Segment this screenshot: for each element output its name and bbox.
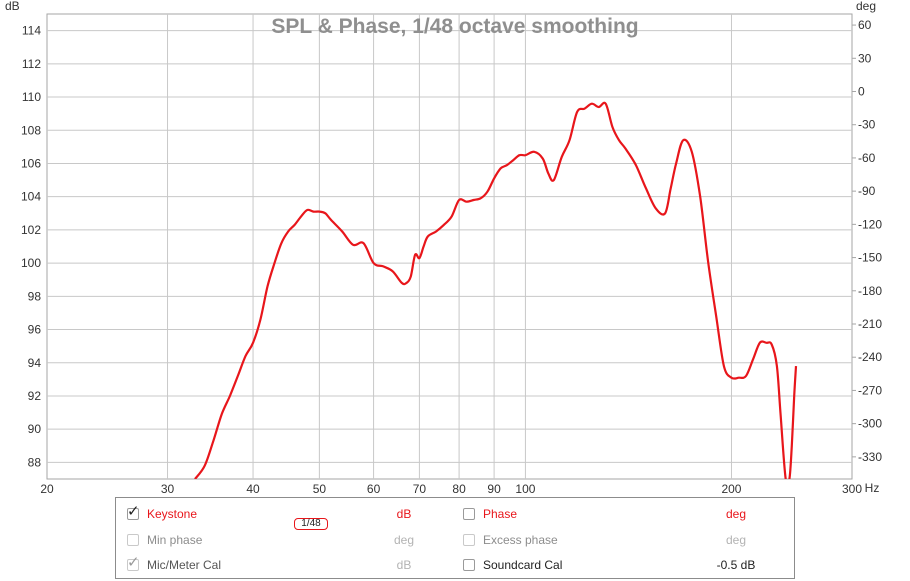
soundcard-cal-checkbox[interactable] bbox=[463, 559, 475, 571]
x-tick-label: 200 bbox=[721, 482, 741, 496]
y-left-tick-label: 102 bbox=[21, 223, 41, 237]
x-tick-label: 300 bbox=[842, 482, 862, 496]
y-left-tick-label: 90 bbox=[28, 422, 42, 436]
keystone-unit: dB bbox=[396, 507, 412, 521]
excess-phase-unit: deg bbox=[725, 533, 747, 547]
legend-row-min-phase: Min phase deg Excess phase deg bbox=[116, 532, 794, 552]
y-right-tick-label: -150 bbox=[858, 251, 882, 265]
min-phase-unit: deg bbox=[393, 533, 415, 547]
spl-phase-chart: 20 30 40 50 60 70 80 90 100 200 300889092949698100… bbox=[5, 0, 882, 496]
y-left-tick-label: 112 bbox=[22, 57, 41, 71]
x-tick-label: 50 bbox=[313, 482, 327, 496]
excess-phase-checkbox[interactable] bbox=[463, 534, 475, 546]
phase-checkbox[interactable] bbox=[463, 508, 475, 520]
series-line-keystone bbox=[194, 101, 798, 479]
y-right-tick-label: -300 bbox=[858, 417, 882, 431]
y-left-tick-label: 110 bbox=[22, 90, 41, 104]
y-left-tick-label: 94 bbox=[28, 356, 42, 370]
y-left-tick-label: 108 bbox=[21, 123, 41, 137]
y-left-tick-label: 100 bbox=[21, 256, 41, 270]
series-layer bbox=[194, 101, 798, 479]
y-right-tick-label: 30 bbox=[858, 51, 872, 65]
y-left-tick-label: 92 bbox=[28, 389, 42, 403]
y-right-tick-label: 60 bbox=[858, 18, 872, 32]
tick-labels: 20 30 40 50 60 70 80 90 100 200 300889092949698100… bbox=[21, 18, 882, 496]
mic-meter-cal-unit: dB bbox=[396, 558, 412, 572]
grid bbox=[47, 14, 852, 479]
keystone-checkbox[interactable]: ✓ bbox=[127, 504, 140, 520]
chart-title: SPL & Phase, 1/48 octave smoothing bbox=[271, 15, 638, 38]
mic-meter-cal-label: Mic/Meter Cal bbox=[147, 558, 222, 572]
plot-area bbox=[46, 13, 853, 480]
phase-label: Phase bbox=[483, 507, 518, 521]
smoothing-badge[interactable]: 1/48 bbox=[294, 518, 328, 530]
phase-unit: deg bbox=[725, 507, 747, 521]
y-left-tick-label: 88 bbox=[28, 455, 42, 469]
y-right-tick-label: -60 bbox=[858, 151, 876, 165]
y-left-tick-label: 98 bbox=[28, 289, 42, 303]
min-phase-label: Min phase bbox=[147, 533, 203, 547]
y-left-tick-label: 106 bbox=[21, 156, 41, 170]
y-right-tick-label: -270 bbox=[858, 383, 882, 397]
y-right-tick-label: -180 bbox=[858, 284, 882, 298]
checkmark-icon: ✓ bbox=[127, 554, 140, 571]
y-right-tick-label: -90 bbox=[858, 184, 876, 198]
y-right-unit-label: deg bbox=[856, 0, 876, 13]
y-right-tick-label: 0 bbox=[858, 85, 865, 99]
excess-phase-label: Excess phase bbox=[483, 533, 558, 547]
y-right-tick-label: -210 bbox=[858, 317, 882, 331]
x-tick-label: 90 bbox=[487, 482, 501, 496]
x-tick-label: 40 bbox=[246, 482, 260, 496]
x-tick-label: 100 bbox=[515, 482, 535, 496]
y-right-tick-label: -330 bbox=[858, 450, 882, 464]
min-phase-checkbox[interactable] bbox=[127, 534, 139, 546]
y-right-tick-label: -30 bbox=[858, 118, 876, 132]
soundcard-cal-unit: -0.5 dB bbox=[716, 558, 756, 572]
y-left-tick-label: 96 bbox=[28, 323, 42, 337]
checkmark-icon: ✓ bbox=[127, 503, 140, 520]
legend-row-mic-cal: ✓ Mic/Meter Cal dB Soundcard Cal -0.5 dB bbox=[116, 555, 794, 577]
keystone-label: Keystone bbox=[147, 507, 198, 521]
x-tick-label: 20 bbox=[40, 482, 54, 496]
x-tick-label: 70 bbox=[413, 482, 427, 496]
legend-panel: ✓ Keystone 1/48 dB Phase deg Min phase d… bbox=[115, 497, 795, 579]
soundcard-cal-label: Soundcard Cal bbox=[483, 558, 563, 572]
x-tick-label: 80 bbox=[452, 482, 466, 496]
x-tick-label: 30 bbox=[161, 482, 175, 496]
y-left-tick-label: 104 bbox=[21, 190, 41, 204]
y-left-unit-label: dB bbox=[5, 0, 20, 13]
y-right-tick-label: -120 bbox=[858, 217, 882, 231]
x-tick-label: 60 bbox=[367, 482, 381, 496]
mic-meter-cal-checkbox[interactable]: ✓ bbox=[127, 555, 140, 571]
y-left-tick-label: 114 bbox=[22, 24, 41, 38]
y-right-tick-label: -240 bbox=[858, 350, 882, 364]
smoothing-value: 1/48 bbox=[301, 518, 321, 529]
legend-row-keystone: ✓ Keystone 1/48 dB Phase deg bbox=[116, 504, 794, 530]
x-unit-label: Hz bbox=[865, 481, 880, 495]
